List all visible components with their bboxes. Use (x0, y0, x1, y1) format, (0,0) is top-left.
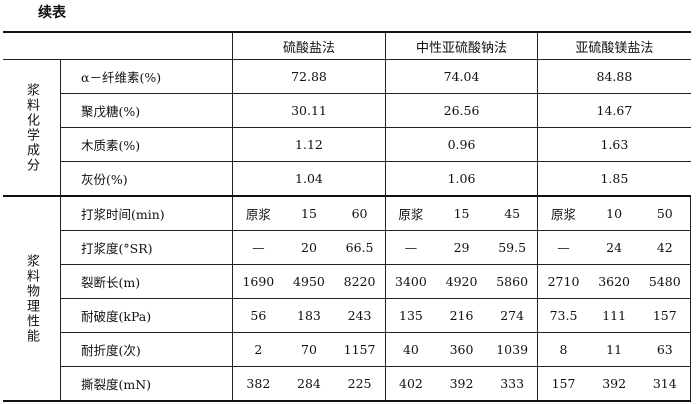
value-cell: 11 (588, 332, 640, 367)
value-cell: 原浆 (232, 195, 284, 231)
value-cell: 29 (436, 230, 487, 265)
value-cell: 392 (436, 366, 487, 402)
value-cell: 2 (232, 332, 284, 367)
row-label: 打浆时间(min) (59, 195, 234, 231)
value-cell: 20 (283, 230, 335, 265)
value-cell: 73.5 (537, 298, 589, 333)
value-cell: 8 (537, 332, 589, 367)
value-cell: 4920 (436, 264, 487, 299)
value-cell: 63 (639, 332, 691, 367)
row-label: 聚戊糖(%) (60, 93, 234, 128)
value-cell: — (384, 230, 437, 265)
value-cell: 72.88 (232, 59, 386, 94)
method-header: 亚硫酸镁盐法 (537, 31, 691, 60)
header-row: 硫酸盐法 中性亚硫酸钠法 亚硫酸镁盐法 (3, 31, 691, 60)
value-cell: 59.5 (486, 230, 539, 265)
value-cell: 5860 (486, 264, 539, 299)
row-label: 灰份(%) (60, 161, 234, 197)
value-cell: — (537, 230, 589, 265)
value-cell: 1.04 (232, 161, 386, 197)
value-cell: 45 (486, 195, 539, 231)
method-header: 硫酸盐法 (232, 31, 386, 60)
value-cell: 284 (283, 366, 335, 402)
section-label: 浆料物理性能 (3, 195, 61, 402)
section-label: 浆料化学成分 (3, 59, 61, 197)
value-cell: 333 (486, 366, 539, 402)
table-row: 灰份(%) 1.04 1.06 1.85 (3, 161, 691, 197)
value-cell: 314 (639, 366, 691, 402)
value-cell: 15 (436, 195, 487, 231)
value-cell: 183 (283, 298, 335, 333)
value-cell: 274 (486, 298, 539, 333)
value-cell: 24 (588, 230, 640, 265)
value-cell: 56 (232, 298, 284, 333)
value-cell: 8220 (334, 264, 386, 299)
table-row: 浆料物理性能 打浆时间(min) 原浆 15 60 原浆 15 45 原浆 10 50 (3, 195, 691, 402)
value-cell: 3620 (588, 264, 640, 299)
value-cell: 157 (639, 298, 691, 333)
value-cell: 1.85 (537, 161, 691, 197)
value-cell: 1039 (486, 332, 539, 367)
row-label: 木质素(%) (60, 127, 234, 162)
value-cell: 216 (436, 298, 487, 333)
value-cell: 40 (384, 332, 437, 367)
value-cell: 60 (334, 195, 386, 231)
table-row: 木质素(%) 1.12 0.96 1.63 (3, 127, 691, 162)
table-row: 打浆度(°SR) —20 66.5—29 59.5—24 42 (3, 230, 691, 265)
value-cell: 66.5 (334, 230, 386, 265)
value-cell: 原浆 (384, 195, 437, 231)
table-row: 裂断长(m) 1690 4950 8220 3400 4920 5860 2710 3620 54… (3, 264, 691, 299)
value-cell: 382 (232, 366, 284, 402)
value-cell: 0.96 (384, 127, 539, 162)
value-cell: 70 (283, 332, 335, 367)
value-cell: 111 (588, 298, 640, 333)
corner-cell (3, 31, 234, 60)
value-cell: 1.06 (384, 161, 539, 197)
row-label: 裂断长(m) (60, 264, 234, 299)
row-label: 撕裂度(mN) (60, 366, 234, 402)
value-cell: 26.56 (384, 93, 539, 128)
value-cell: 50 (639, 195, 691, 231)
row-label: α－纤维素(%) (59, 59, 234, 94)
table-row: 耐破度(kPa) 56 183 243 135 216 274 73.5 111 157 (3, 298, 691, 333)
value-cell: 10 (588, 195, 640, 231)
value-cell: 243 (334, 298, 386, 333)
value-cell: 4950 (283, 264, 335, 299)
value-cell: 1.63 (537, 127, 691, 162)
value-cell: 5480 (639, 264, 691, 299)
value-cell: 30.11 (232, 93, 386, 128)
table-title: 续表 (38, 5, 66, 21)
value-cell: 15 (283, 195, 335, 231)
value-cell: 225 (334, 366, 386, 402)
table-row: 耐折度(次) 2 70 1157 40 360 1039 8 11 63 (3, 332, 691, 367)
value-cell: 1157 (334, 332, 386, 367)
value-cell: 1690 (232, 264, 284, 299)
row-label: 耐折度(次) (60, 332, 234, 367)
value-cell: 3400 (384, 264, 437, 299)
row-label: 打浆度(°SR) (60, 230, 234, 265)
value-cell: 402 (384, 366, 437, 402)
value-cell: 1.12 (232, 127, 386, 162)
value-cell: 74.04 (384, 59, 539, 94)
value-cell: 392 (588, 366, 640, 402)
table-row: 聚戊糖(%) 30.11 26.56 14.67 (3, 93, 691, 128)
value-cell: 14.67 (537, 93, 691, 128)
value-cell: 157 (537, 366, 589, 402)
value-cell: 原浆 (537, 195, 589, 231)
value-cell: 360 (436, 332, 487, 367)
row-label: 耐破度(kPa) (60, 298, 234, 333)
table-row: 浆料化学成分 α－纤维素(%) 72.88 74.04 84.88 (3, 59, 691, 197)
value-cell: 2710 (537, 264, 589, 299)
value-cell: 84.88 (537, 59, 691, 94)
value-cell: 135 (384, 298, 437, 333)
value-cell: — (232, 230, 284, 265)
method-header: 中性亚硫酸钠法 (384, 31, 539, 60)
data-table: 硫酸盐法 中性亚硫酸钠法 亚硫酸镁盐法 浆料化学成分 α－纤维素(%) 72.88 74.0… (3, 31, 691, 402)
table-row: 撕裂度(mN) 382 284 225 402 392 333 157 392 314 (3, 366, 691, 402)
value-cell: 42 (639, 230, 691, 265)
